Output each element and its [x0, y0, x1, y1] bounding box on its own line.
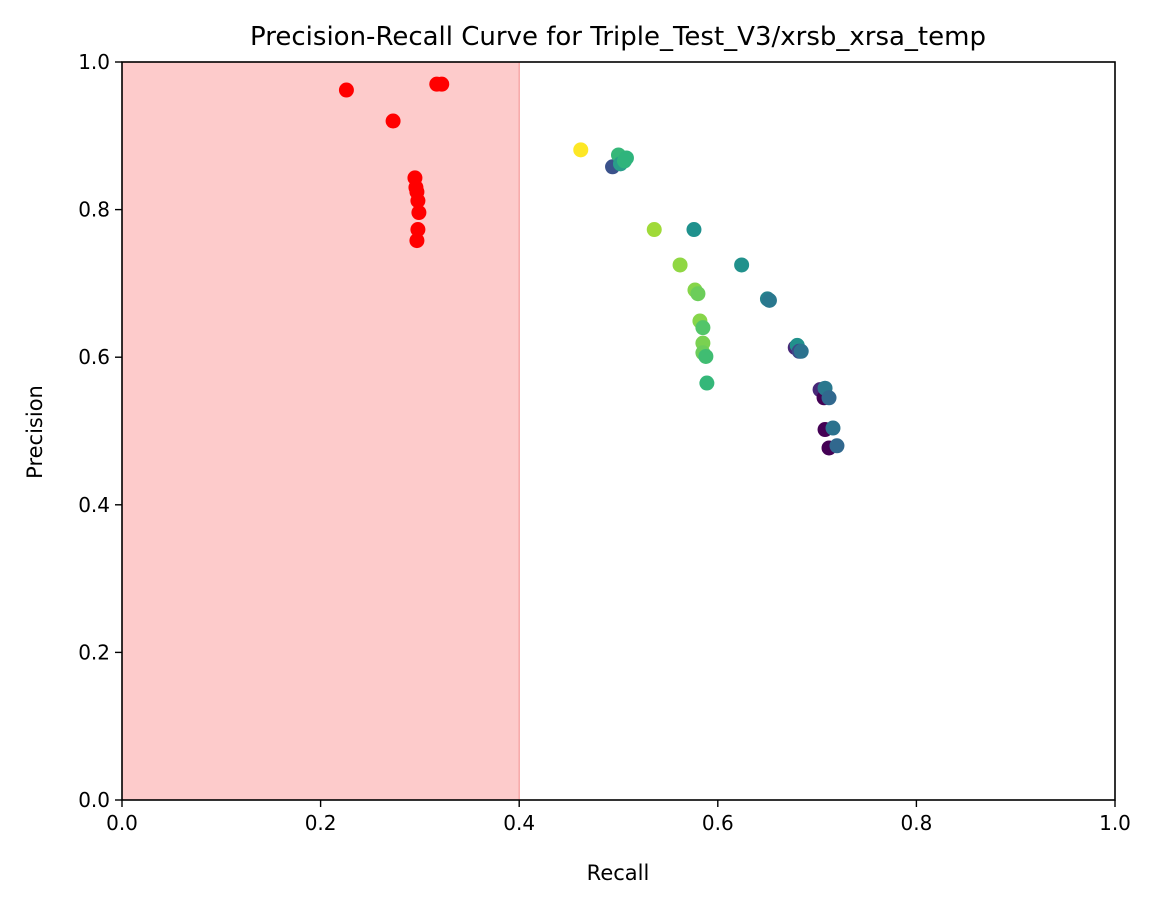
- data-point: [695, 320, 711, 336]
- y-tick-label: 0.2: [78, 640, 110, 664]
- x-tick-label: 1.0: [1099, 811, 1131, 835]
- data-point: [690, 286, 706, 302]
- shaded-region: [122, 62, 520, 800]
- data-point: [793, 343, 809, 359]
- data-point: [434, 76, 450, 92]
- chart-title: Precision-Recall Curve for Triple_Test_V…: [250, 22, 986, 52]
- data-point: [618, 150, 634, 166]
- data-point: [338, 82, 354, 98]
- x-tick-label: 0.4: [503, 811, 535, 835]
- data-point: [698, 348, 714, 364]
- data-point: [825, 420, 841, 436]
- data-point: [411, 205, 427, 221]
- plot-frame: [121, 61, 1116, 801]
- data-point: [761, 292, 777, 308]
- y-tick-label: 0.0: [78, 788, 110, 812]
- y-axis-label: Precision: [23, 385, 47, 479]
- y-tick-label: 0.8: [78, 198, 110, 222]
- x-tick-label: 0.0: [106, 811, 138, 835]
- data-point: [410, 222, 426, 238]
- y-tick-label: 1.0: [78, 50, 110, 74]
- x-tick-label: 0.8: [900, 811, 932, 835]
- x-axis-label: Recall: [587, 861, 650, 885]
- data-point: [410, 193, 426, 209]
- data-point: [821, 390, 837, 406]
- data-point: [734, 257, 750, 273]
- data-point: [672, 257, 688, 273]
- data-point: [385, 113, 401, 129]
- y-tick-label: 0.6: [78, 345, 110, 369]
- x-tick-label: 0.6: [702, 811, 734, 835]
- data-point: [573, 142, 589, 158]
- data-point: [686, 222, 702, 238]
- data-point: [699, 375, 715, 391]
- x-tick-label: 0.2: [305, 811, 337, 835]
- data-point: [409, 233, 425, 249]
- y-tick-label: 0.4: [78, 493, 110, 517]
- data-point: [829, 438, 845, 454]
- data-point: [646, 222, 662, 238]
